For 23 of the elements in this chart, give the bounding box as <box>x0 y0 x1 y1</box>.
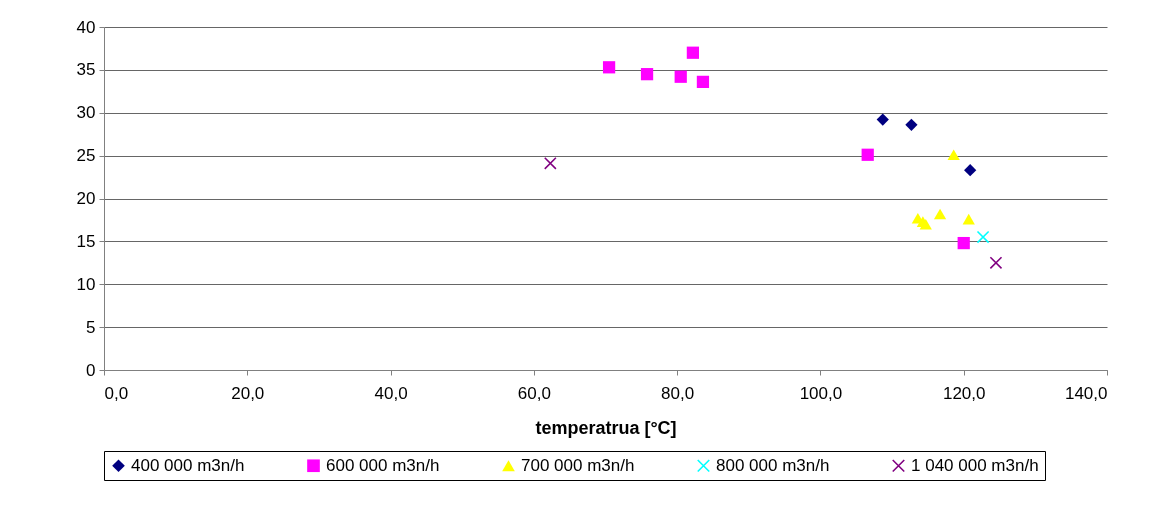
x-tick-label: 80,0 <box>661 383 695 403</box>
y-tick-label: 20 <box>76 189 96 208</box>
x-tick-label: 0,0 <box>104 383 129 403</box>
legend-label: 400 000 m3n/h <box>131 455 245 475</box>
x-tick-label: 60,0 <box>517 383 551 403</box>
legend-label: 1 040 000 m3n/h <box>911 455 1039 475</box>
y-tick-label: 35 <box>76 60 96 80</box>
x-tick-label: 140,0 <box>1064 383 1108 403</box>
y-tick-label: 30 <box>76 103 96 123</box>
legend-label: 700 000 m3n/h <box>521 455 635 475</box>
x-tick-label: 20,0 <box>231 383 265 403</box>
x-tick-label: 100,0 <box>799 383 843 403</box>
legend-label: 800 000 m3n/h <box>716 455 830 475</box>
y-tick-label: 15 <box>76 231 96 251</box>
legend-label: 600 000 m3n/h <box>326 455 440 475</box>
x-axis-title: temperatrua [°C] <box>535 417 677 438</box>
y-tick-label: 5 <box>86 317 96 337</box>
x-tick-label: 40,0 <box>374 383 408 403</box>
y-tick-label: 40 <box>76 17 96 37</box>
y-tick-label: 10 <box>76 274 96 294</box>
y-tick-label: 25 <box>76 146 96 166</box>
x-tick-label: 120,0 <box>942 383 986 403</box>
y-tick-label: 0 <box>86 360 96 380</box>
